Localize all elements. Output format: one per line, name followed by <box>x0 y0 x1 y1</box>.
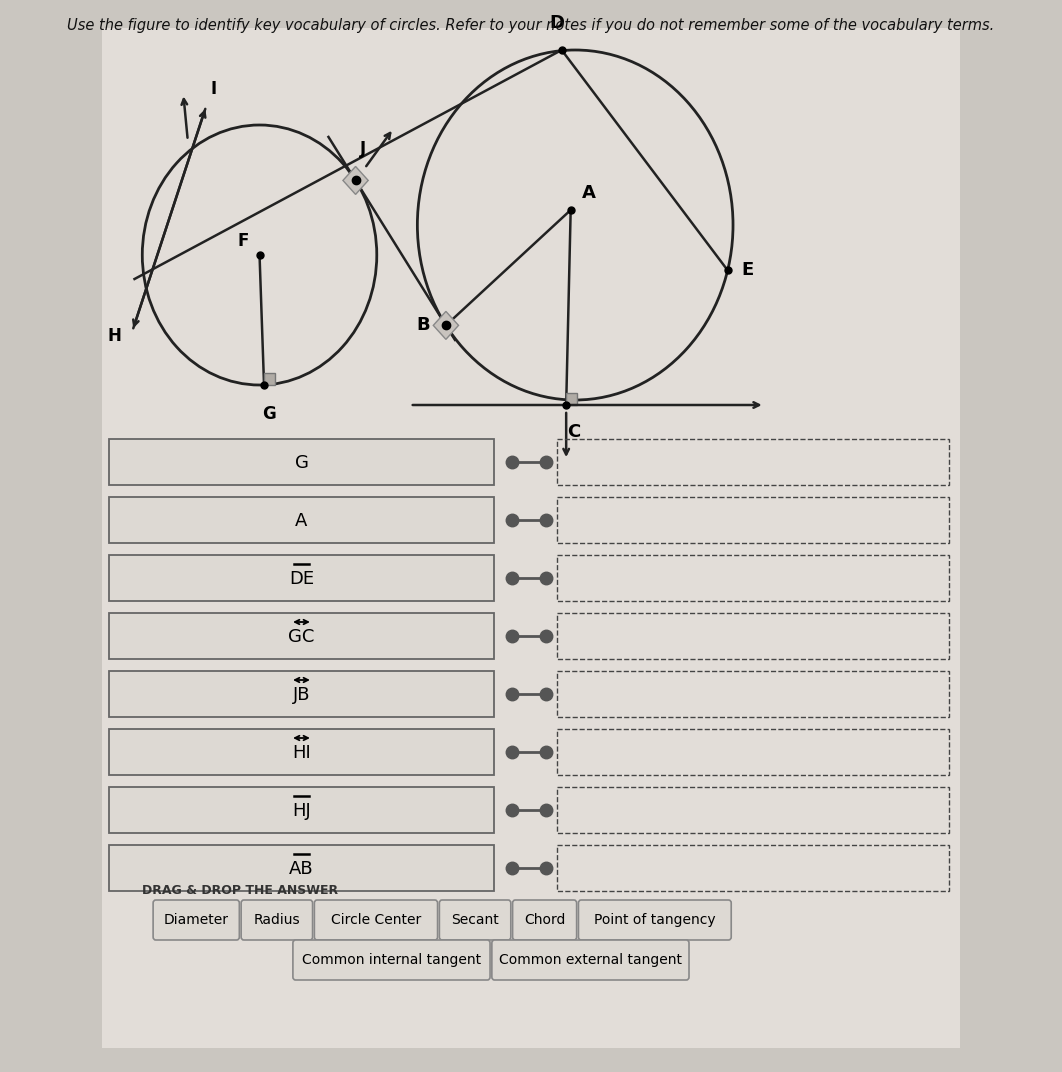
Text: HI: HI <box>292 744 311 762</box>
Polygon shape <box>343 166 369 194</box>
Text: G: G <box>294 455 308 472</box>
FancyBboxPatch shape <box>109 497 494 544</box>
FancyBboxPatch shape <box>314 900 438 940</box>
Text: Circle Center: Circle Center <box>331 913 422 927</box>
Text: Radius: Radius <box>254 913 301 927</box>
Text: DRAG & DROP THE ANSWER: DRAG & DROP THE ANSWER <box>142 883 339 896</box>
Text: Common external tangent: Common external tangent <box>499 953 682 967</box>
FancyBboxPatch shape <box>109 729 494 775</box>
FancyBboxPatch shape <box>492 940 689 980</box>
Text: C: C <box>567 423 580 441</box>
FancyBboxPatch shape <box>241 900 312 940</box>
FancyBboxPatch shape <box>293 940 490 980</box>
Text: Common internal tangent: Common internal tangent <box>302 953 481 967</box>
FancyBboxPatch shape <box>579 900 732 940</box>
Text: I: I <box>210 80 217 99</box>
Text: H: H <box>107 327 121 345</box>
Text: Use the figure to identify key vocabulary of circles. Refer to your notes if you: Use the figure to identify key vocabular… <box>67 18 995 33</box>
FancyBboxPatch shape <box>109 845 494 891</box>
Text: A: A <box>295 512 308 530</box>
FancyBboxPatch shape <box>109 440 494 485</box>
Text: Point of tangency: Point of tangency <box>594 913 716 927</box>
Text: J: J <box>360 140 366 159</box>
Polygon shape <box>566 393 577 405</box>
FancyBboxPatch shape <box>440 900 511 940</box>
FancyBboxPatch shape <box>109 555 494 601</box>
Text: A: A <box>582 184 596 202</box>
Text: DE: DE <box>289 570 314 589</box>
Text: HJ: HJ <box>292 802 311 820</box>
Text: F: F <box>238 232 249 250</box>
FancyBboxPatch shape <box>153 900 239 940</box>
FancyBboxPatch shape <box>109 613 494 659</box>
Polygon shape <box>264 373 275 385</box>
Text: E: E <box>741 262 753 280</box>
FancyBboxPatch shape <box>109 671 494 717</box>
FancyBboxPatch shape <box>102 28 960 1048</box>
Polygon shape <box>433 311 459 340</box>
Text: AB: AB <box>289 860 313 878</box>
Text: B: B <box>416 316 430 334</box>
Text: GC: GC <box>288 628 314 646</box>
FancyBboxPatch shape <box>109 787 494 833</box>
Text: Diameter: Diameter <box>164 913 228 927</box>
Text: JB: JB <box>293 686 310 704</box>
FancyBboxPatch shape <box>513 900 577 940</box>
Text: G: G <box>261 405 275 423</box>
Text: D: D <box>550 14 565 32</box>
Text: Secant: Secant <box>451 913 499 927</box>
Text: Chord: Chord <box>524 913 565 927</box>
